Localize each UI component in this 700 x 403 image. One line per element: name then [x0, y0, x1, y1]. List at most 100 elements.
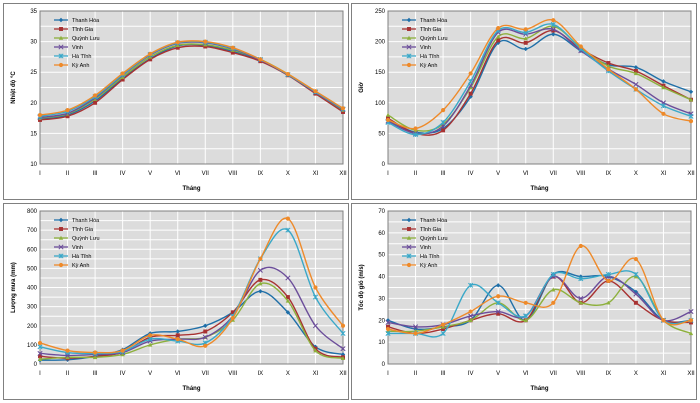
- data-point-ky-anh: [313, 89, 318, 94]
- data-point-ky-anh: [120, 348, 125, 353]
- x-tick-label: IX: [258, 171, 264, 177]
- data-point-vinh: [633, 81, 639, 87]
- x-axis-label: Tháng: [183, 186, 201, 192]
- data-point-ky-anh: [148, 51, 153, 56]
- data-point-vinh: [285, 275, 291, 281]
- legend-marker-ky-anh: [406, 262, 412, 268]
- y-axis-label: Tốc độ gió (m/s): [358, 264, 365, 310]
- data-point-ha-tinh: [37, 344, 43, 350]
- legend-marker-tinh-gia: [407, 27, 411, 31]
- legend-label-ha-tinh: Hà Tĩnh: [72, 54, 91, 60]
- legend-label-tinh-gia: Tĩnh Gia: [72, 227, 94, 233]
- x-tick-label: IV: [468, 171, 474, 177]
- legend-label-tinh-gia: Tĩnh Gia: [420, 27, 442, 33]
- legend-marker-vinh: [58, 244, 64, 250]
- data-point-tinh-gia: [120, 77, 125, 82]
- data-point-tinh-gia: [38, 354, 42, 359]
- x-tick-label: IX: [606, 371, 612, 377]
- y-tick-label: 35: [30, 9, 37, 15]
- data-point-vinh: [202, 334, 208, 340]
- legend-label-tinh-gia: Tĩnh Gia: [420, 227, 442, 233]
- data-point-vinh: [385, 319, 391, 326]
- y-tick-label: 70: [378, 209, 385, 215]
- x-tick-label: VI: [523, 171, 529, 177]
- x-tick-label: XII: [339, 371, 347, 377]
- data-point-ky-anh: [120, 71, 125, 76]
- y-tick-label: 15: [30, 131, 37, 137]
- data-point-ky-anh: [688, 318, 694, 323]
- chart-rainfall-panel: 0 100 200 300 400 500 600 700 800 I II III IV V VI VII V…: [3, 203, 349, 400]
- x-tick-label: XII: [687, 371, 695, 377]
- legend-label-thanh-hoa: Thanh Hóa: [420, 18, 448, 24]
- data-point-quynh-luu: [606, 63, 611, 68]
- x-tick-label: I: [39, 171, 41, 177]
- y-tick-label: 40: [378, 275, 385, 281]
- legend-marker-quynh-luu: [58, 35, 64, 40]
- data-point-vinh: [412, 324, 419, 330]
- y-tick-label: 100: [27, 343, 38, 349]
- data-point-ky-anh: [523, 27, 528, 32]
- y-tick-label: 50: [378, 253, 385, 259]
- legend-marker-ha-tinh: [58, 253, 64, 259]
- plot-frame: [39, 210, 344, 365]
- legend-marker-thanh-hoa: [406, 217, 412, 223]
- data-point-thanh-hoa: [258, 289, 263, 294]
- data-point-ky-anh: [633, 87, 638, 92]
- legend-label-ky-anh: Kỳ Anh: [72, 63, 89, 69]
- x-tick-label: VI: [175, 171, 181, 177]
- data-point-tinh-gia: [175, 45, 180, 50]
- legend-label-ha-tinh: Hà Tĩnh: [420, 54, 439, 60]
- data-point-ky-anh: [230, 316, 235, 321]
- data-point-quynh-luu: [285, 298, 291, 303]
- legend-marker-quynh-luu: [406, 235, 412, 240]
- data-point-quynh-luu: [65, 355, 70, 360]
- data-point-quynh-luu: [120, 74, 125, 79]
- data-point-thanh-hoa: [175, 329, 180, 334]
- data-point-vinh: [633, 291, 639, 297]
- data-point-ky-anh: [175, 337, 180, 342]
- legend-label-ky-anh: Kỳ Anh: [420, 263, 437, 269]
- series-ky-anh: [385, 243, 694, 336]
- data-point-ky-anh: [148, 333, 153, 338]
- plot-frame: [387, 210, 692, 365]
- data-point-thanh-hoa: [203, 323, 208, 328]
- legend-marker-ky-anh: [406, 62, 412, 68]
- data-point-ha-tinh: [412, 132, 419, 138]
- data-point-thanh-hoa: [495, 283, 501, 288]
- data-point-quynh-luu: [258, 281, 263, 286]
- x-tick-label: VII: [202, 171, 210, 177]
- y-tick-label: 60: [378, 231, 385, 237]
- series-line-quynh-luu: [387, 275, 692, 335]
- legend-label-thanh-hoa: Thanh Hóa: [72, 218, 100, 224]
- data-point-ky-anh: [551, 18, 556, 23]
- x-tick-label: IV: [468, 371, 474, 377]
- data-point-thanh-hoa: [633, 65, 639, 70]
- x-tick-label: I: [387, 171, 389, 177]
- y-tick-label: 20: [30, 101, 37, 107]
- data-point-vinh: [688, 308, 694, 315]
- data-point-quynh-luu: [37, 357, 43, 361]
- data-point-tinh-gia: [496, 38, 501, 43]
- data-point-tinh-gia: [38, 117, 42, 122]
- data-point-vinh: [550, 26, 556, 32]
- x-axis-label: Tháng: [183, 386, 201, 392]
- data-point-ky-anh: [65, 348, 70, 353]
- data-point-ha-tinh: [633, 271, 639, 277]
- data-point-vinh: [37, 350, 43, 357]
- data-point-tinh-gia: [285, 295, 290, 300]
- legend-label-quynh-luu: Quỳnh Lưu: [72, 36, 100, 42]
- legend-marker-vinh: [406, 244, 412, 250]
- data-point-ha-tinh: [147, 336, 153, 342]
- data-point-ha-tinh: [312, 294, 319, 300]
- legend-marker-tinh-gia: [59, 27, 63, 31]
- series-line-thanh-hoa: [387, 33, 692, 134]
- data-point-ha-tinh: [440, 119, 446, 125]
- data-point-tinh-gia: [496, 311, 501, 316]
- data-point-tinh-gia: [341, 110, 345, 114]
- x-tick-label: II: [66, 371, 70, 377]
- x-tick-label: V: [496, 371, 500, 377]
- data-point-quynh-luu: [578, 300, 584, 305]
- chart-wind-panel: 0 10 20 30 40 50 60 70 I II III IV V VI VII VIII IX X XI XI…: [351, 203, 697, 400]
